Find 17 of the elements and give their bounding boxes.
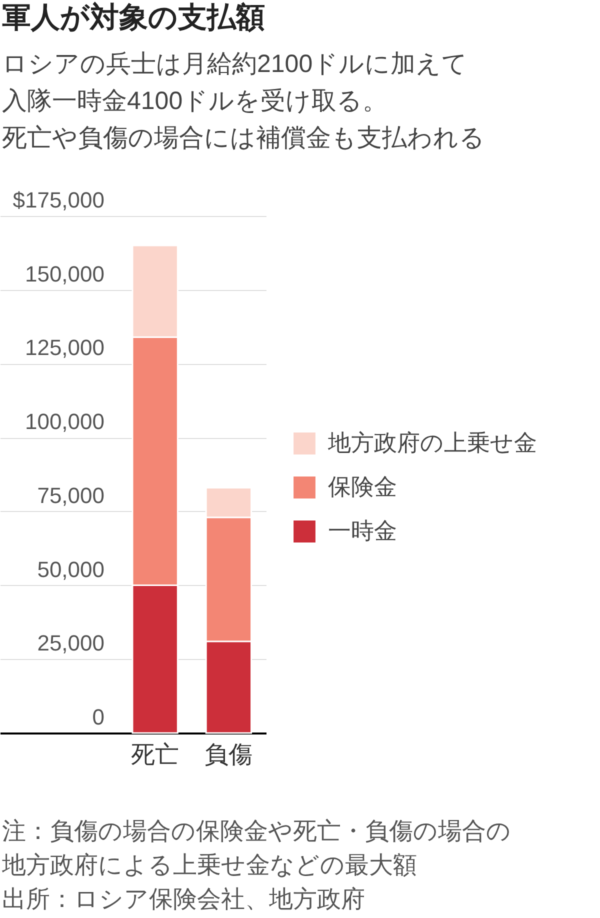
legend-label: 保険金 xyxy=(328,474,397,500)
y-tick-label: 75,000 xyxy=(37,482,104,508)
text: 注：負傷の場合の保険金や死亡・負傷の場合の地方政府による上乗せ金などの最大額 xyxy=(2,817,512,881)
y-tick-label: $175,000 xyxy=(12,188,104,212)
y-tick-label: 0 xyxy=(92,704,104,730)
x-tick-label: 死亡 xyxy=(131,742,180,768)
y-tick-label: 125,000 xyxy=(24,335,104,360)
x-tick-label: 負傷 xyxy=(204,742,253,768)
legend-label: 一時金 xyxy=(328,518,397,544)
text: 出所：ロシア保険会社、地方政府 xyxy=(2,885,366,915)
chart-title: 軍人が対象の支払額 xyxy=(2,0,265,36)
y-tick-label: 150,000 xyxy=(24,261,104,286)
y-tick-label: 50,000 xyxy=(37,556,104,582)
legend-label: 地方政府の上乗せ金 xyxy=(327,430,537,456)
y-tick-label: 100,000 xyxy=(24,409,104,434)
chart-subtitle: ロシアの兵士は月給約2100ドルに加えて入隊一時金4100ドルを受け取る。死亡や負傷の場合には補償金も支払われる xyxy=(2,49,486,154)
y-tick-label: 25,000 xyxy=(37,630,104,656)
